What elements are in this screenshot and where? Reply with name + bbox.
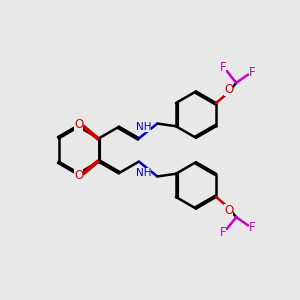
- Text: O: O: [224, 83, 233, 97]
- Text: F: F: [249, 66, 255, 79]
- Text: F: F: [220, 226, 226, 238]
- Text: F: F: [249, 221, 255, 234]
- Text: O: O: [74, 118, 83, 131]
- Text: NH: NH: [136, 122, 152, 132]
- Text: NH: NH: [136, 168, 152, 178]
- Text: O: O: [74, 169, 83, 182]
- Text: O: O: [224, 203, 233, 217]
- Text: F: F: [220, 61, 226, 74]
